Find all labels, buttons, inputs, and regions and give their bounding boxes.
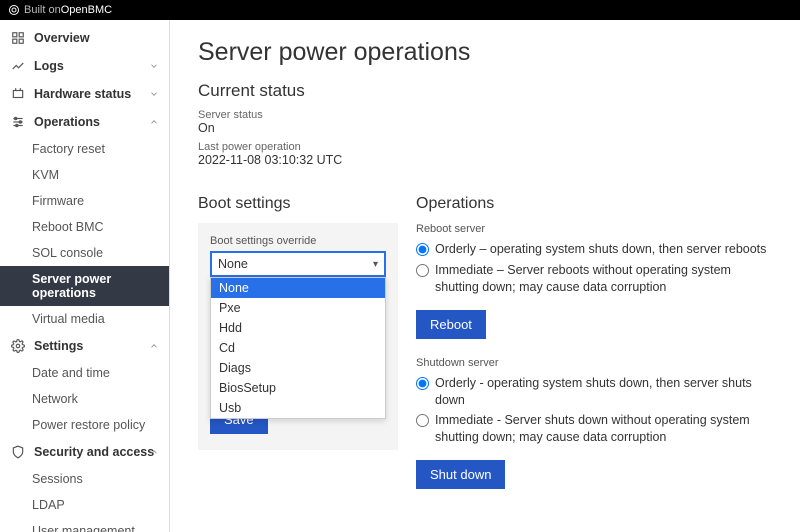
select-caret-icon: ▾ — [373, 259, 378, 270]
server-status-value: On — [198, 121, 778, 135]
operations-heading: Operations — [416, 195, 778, 213]
sidebar-label: Date and time — [32, 366, 110, 380]
sidebar-label: Server power operations — [32, 272, 161, 300]
chevron-up-icon — [149, 117, 159, 127]
boot-override-label: Boot settings override — [210, 235, 386, 247]
sidebar-label: Network — [32, 392, 78, 406]
hardware-icon — [10, 86, 26, 102]
reboot-immediate-label: Immediate – Server reboots without opera… — [435, 262, 778, 296]
sidebar-label: Reboot BMC — [32, 220, 104, 234]
sidebar-label: Logs — [34, 59, 64, 73]
last-power-value: 2022-11-08 03:10:32 UTC — [198, 153, 778, 167]
sidebar-label: Sessions — [32, 472, 83, 486]
dropdown-option[interactable]: Usb — [211, 398, 385, 418]
sidebar-label: Factory reset — [32, 142, 105, 156]
dropdown-option[interactable]: BiosSetup — [211, 378, 385, 398]
sidebar-item-user-mgmt[interactable]: User management — [0, 518, 169, 532]
sidebar-item-network[interactable]: Network — [0, 386, 169, 412]
shutdown-orderly-label: Orderly - operating system shuts down, t… — [435, 375, 778, 409]
sidebar-label: SOL console — [32, 246, 103, 260]
sidebar-item-reboot-bmc[interactable]: Reboot BMC — [0, 214, 169, 240]
sidebar: Overview Logs Hardware status Operations… — [0, 20, 170, 532]
operations-icon — [10, 114, 26, 130]
shutdown-button[interactable]: Shut down — [416, 460, 505, 489]
sidebar-item-sessions[interactable]: Sessions — [0, 466, 169, 492]
dropdown-option[interactable]: Diags — [211, 358, 385, 378]
sidebar-label: Hardware status — [34, 87, 131, 101]
shutdown-orderly-radio[interactable] — [416, 377, 429, 390]
page-title: Server power operations — [198, 38, 778, 67]
boot-override-dropdown: None Pxe Hdd Cd Diags BiosSetup Usb — [210, 277, 386, 419]
logs-icon — [10, 58, 26, 74]
sidebar-item-firmware[interactable]: Firmware — [0, 188, 169, 214]
boot-settings-panel: Boot settings override None ▾ None Pxe H… — [198, 223, 398, 450]
sidebar-label: Virtual media — [32, 312, 105, 326]
sidebar-label: Operations — [34, 115, 100, 129]
reboot-heading: Reboot server — [416, 223, 778, 235]
sidebar-label: Overview — [34, 31, 90, 45]
reboot-button[interactable]: Reboot — [416, 310, 486, 339]
sidebar-item-kvm[interactable]: KVM — [0, 162, 169, 188]
sidebar-item-power-ops[interactable]: Server power operations — [0, 266, 169, 306]
sidebar-item-security[interactable]: Security and access — [0, 438, 169, 466]
shutdown-immediate-radio[interactable] — [416, 414, 429, 427]
chevron-down-icon — [149, 61, 159, 71]
dropdown-option[interactable]: Hdd — [211, 318, 385, 338]
sidebar-item-operations[interactable]: Operations — [0, 108, 169, 136]
sidebar-item-hardware[interactable]: Hardware status — [0, 80, 169, 108]
sidebar-label: User management — [32, 524, 135, 532]
shutdown-heading: Shutdown server — [416, 357, 778, 369]
brand-logo-icon — [8, 4, 20, 16]
chevron-down-icon — [149, 89, 159, 99]
server-status-label: Server status — [198, 109, 778, 121]
sidebar-item-sol[interactable]: SOL console — [0, 240, 169, 266]
reboot-orderly-radio[interactable] — [416, 243, 429, 256]
sidebar-label: LDAP — [32, 498, 65, 512]
sidebar-item-overview[interactable]: Overview — [0, 24, 169, 52]
dropdown-option[interactable]: None — [211, 278, 385, 298]
sidebar-item-ldap[interactable]: LDAP — [0, 492, 169, 518]
sidebar-item-virtual-media[interactable]: Virtual media — [0, 306, 169, 332]
chevron-up-icon — [149, 341, 159, 351]
reboot-immediate-radio[interactable] — [416, 264, 429, 277]
current-status-heading: Current status — [198, 81, 778, 101]
shield-icon — [10, 444, 26, 460]
sidebar-item-factory-reset[interactable]: Factory reset — [0, 136, 169, 162]
chevron-up-icon — [149, 447, 159, 457]
main-content: Server power operations Current status S… — [170, 20, 800, 532]
select-value: None — [218, 257, 248, 271]
boot-settings-heading: Boot settings — [198, 195, 398, 213]
top-bar: Built on OpenBMC — [0, 0, 800, 20]
dropdown-option[interactable]: Cd — [211, 338, 385, 358]
reboot-orderly-label: Orderly – operating system shuts down, t… — [435, 241, 766, 258]
sidebar-label: Security and access — [34, 445, 154, 459]
brand-name: OpenBMC — [61, 4, 112, 16]
settings-icon — [10, 338, 26, 354]
overview-icon — [10, 30, 26, 46]
built-on-text: Built on — [24, 4, 61, 16]
sidebar-label: KVM — [32, 168, 59, 182]
sidebar-item-settings[interactable]: Settings — [0, 332, 169, 360]
sidebar-item-power-restore[interactable]: Power restore policy — [0, 412, 169, 438]
sidebar-label: Firmware — [32, 194, 84, 208]
last-power-label: Last power operation — [198, 141, 778, 153]
sidebar-label: Settings — [34, 339, 83, 353]
sidebar-label: Power restore policy — [32, 418, 145, 432]
dropdown-option[interactable]: Pxe — [211, 298, 385, 318]
shutdown-immediate-label: Immediate - Server shuts down without op… — [435, 412, 778, 446]
sidebar-item-logs[interactable]: Logs — [0, 52, 169, 80]
sidebar-item-date-time[interactable]: Date and time — [0, 360, 169, 386]
boot-override-select[interactable]: None ▾ — [210, 251, 386, 277]
